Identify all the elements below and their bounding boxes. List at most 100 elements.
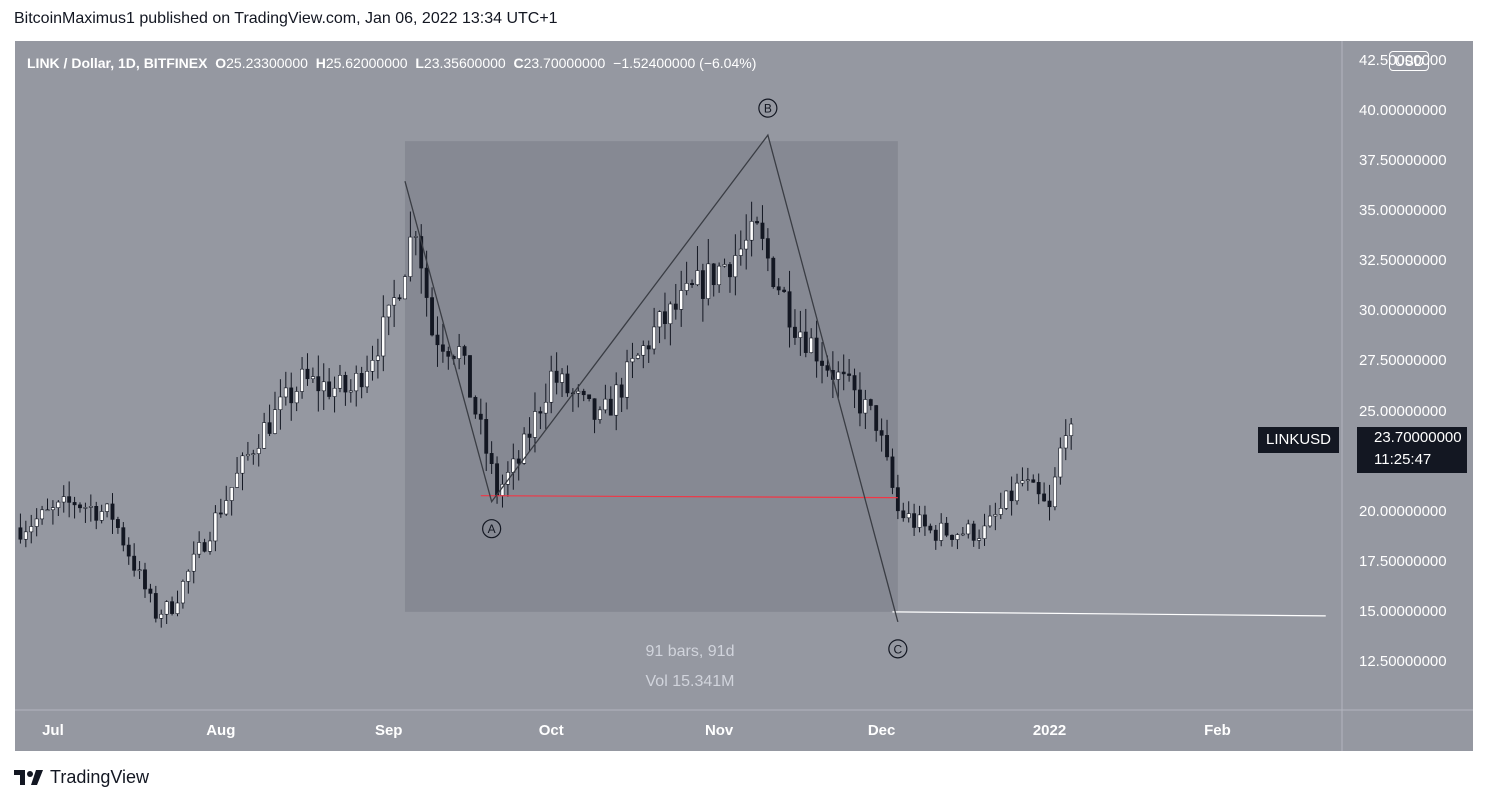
candle-body xyxy=(1047,500,1052,508)
publisher-line: BitcoinMaximus1 published on TradingView… xyxy=(14,10,558,27)
close-value: 23.70000000 xyxy=(523,55,606,71)
candle-body xyxy=(592,398,597,420)
candle-body xyxy=(148,588,153,594)
candle-body xyxy=(825,365,830,371)
candle-body xyxy=(1036,482,1041,495)
candle-body xyxy=(83,507,88,509)
price-chart[interactable]: A B C xyxy=(15,41,1473,751)
bar-countdown: 11:25:47 xyxy=(1374,451,1432,468)
candle-body xyxy=(782,289,787,292)
candle-body xyxy=(110,503,115,520)
candle-body xyxy=(738,248,743,256)
candle-body xyxy=(235,472,239,488)
candle-body xyxy=(776,286,781,291)
candle-body xyxy=(538,411,543,414)
candle-body xyxy=(625,361,629,398)
price-tick-label: 15.00000000 xyxy=(1359,602,1447,620)
candle-body xyxy=(99,511,104,521)
candle-body xyxy=(912,513,917,528)
price-tick-label: 12.50000000 xyxy=(1359,652,1447,670)
date-range-box xyxy=(404,141,898,612)
time-tick-label: Feb xyxy=(1204,722,1231,739)
candle-body xyxy=(1009,490,1014,502)
price-tick-label: 20.00000000 xyxy=(1359,502,1447,520)
candle-body xyxy=(153,593,158,619)
candle-body xyxy=(300,368,304,392)
candle-body xyxy=(218,512,223,515)
high-value: 25.62000000 xyxy=(325,55,408,71)
candle-body xyxy=(760,222,765,239)
candle-body xyxy=(34,518,39,527)
candle-body xyxy=(462,346,467,356)
candle-body xyxy=(294,391,299,404)
candle-body xyxy=(527,433,532,438)
candle-body xyxy=(885,435,889,458)
candle-body xyxy=(998,508,1003,515)
candle-body xyxy=(1031,479,1036,483)
candle-body xyxy=(765,238,770,259)
currency-button[interactable]: USD xyxy=(1389,51,1429,71)
time-tick-label: Oct xyxy=(538,722,564,739)
candle-body xyxy=(733,255,738,278)
candle-body xyxy=(365,371,369,388)
candle-body xyxy=(966,523,971,535)
low-line xyxy=(892,611,1326,617)
candle-body xyxy=(1020,480,1025,484)
candle-body xyxy=(695,270,700,286)
measure-bars: 91 bars, 91d xyxy=(645,643,735,660)
price-tick-label: 35.00000000 xyxy=(1359,202,1447,220)
candle-body xyxy=(814,337,819,362)
symbol-description[interactable]: LINK / Dollar, 1D, BITFINEX xyxy=(27,55,208,71)
candle-body xyxy=(126,544,131,557)
candle-body xyxy=(657,311,662,328)
candle-body xyxy=(478,413,483,420)
candle-body xyxy=(132,555,137,571)
chart-panel[interactable]: A B C LINK / Dollar, 1D, BITFINEX O25.2330… xyxy=(15,41,1473,751)
candle-body xyxy=(955,534,960,540)
candle-body xyxy=(608,398,613,416)
candle-body xyxy=(511,458,516,473)
candle-body xyxy=(554,370,559,383)
candle-body xyxy=(354,373,359,392)
candle-body xyxy=(603,398,608,411)
candle-body xyxy=(841,371,846,375)
candle-body xyxy=(993,514,998,517)
candle-body xyxy=(159,613,164,619)
candle-body xyxy=(137,569,142,572)
candle-body xyxy=(803,331,808,353)
wave-label-c: C xyxy=(894,642,903,656)
candle-body xyxy=(1004,490,1009,509)
candle-body xyxy=(728,264,732,278)
candle-body xyxy=(565,373,570,394)
candle-body xyxy=(305,368,310,380)
candle-body xyxy=(67,496,72,503)
candle-body xyxy=(18,527,23,540)
candle-body xyxy=(917,514,922,528)
candle-body xyxy=(901,510,906,519)
candle-body xyxy=(208,540,212,552)
candle-body xyxy=(273,409,277,434)
candle-body xyxy=(635,354,640,359)
candle-body xyxy=(641,345,646,356)
candle-body xyxy=(744,239,749,250)
last-price-label: 23.70000000 11:25:47 xyxy=(1357,427,1467,473)
candle-body xyxy=(684,283,689,291)
candle-body xyxy=(516,458,521,464)
high-label: H xyxy=(315,55,326,71)
candle-body xyxy=(202,542,207,552)
tradingview-brand[interactable]: TradingView xyxy=(14,767,149,788)
candle-body xyxy=(289,387,294,404)
candle-body xyxy=(283,387,288,398)
candle-body xyxy=(397,297,402,300)
candle-body xyxy=(105,503,110,512)
candle-body xyxy=(1063,435,1068,449)
candle-body xyxy=(435,334,440,346)
candle-body xyxy=(673,303,678,310)
candle-body xyxy=(213,512,218,542)
candle-body xyxy=(820,360,824,366)
candle-body xyxy=(88,506,93,508)
low-label: L xyxy=(415,55,424,71)
candle-body xyxy=(1025,479,1030,482)
candle-body xyxy=(1069,423,1074,436)
candle-body xyxy=(858,389,862,414)
